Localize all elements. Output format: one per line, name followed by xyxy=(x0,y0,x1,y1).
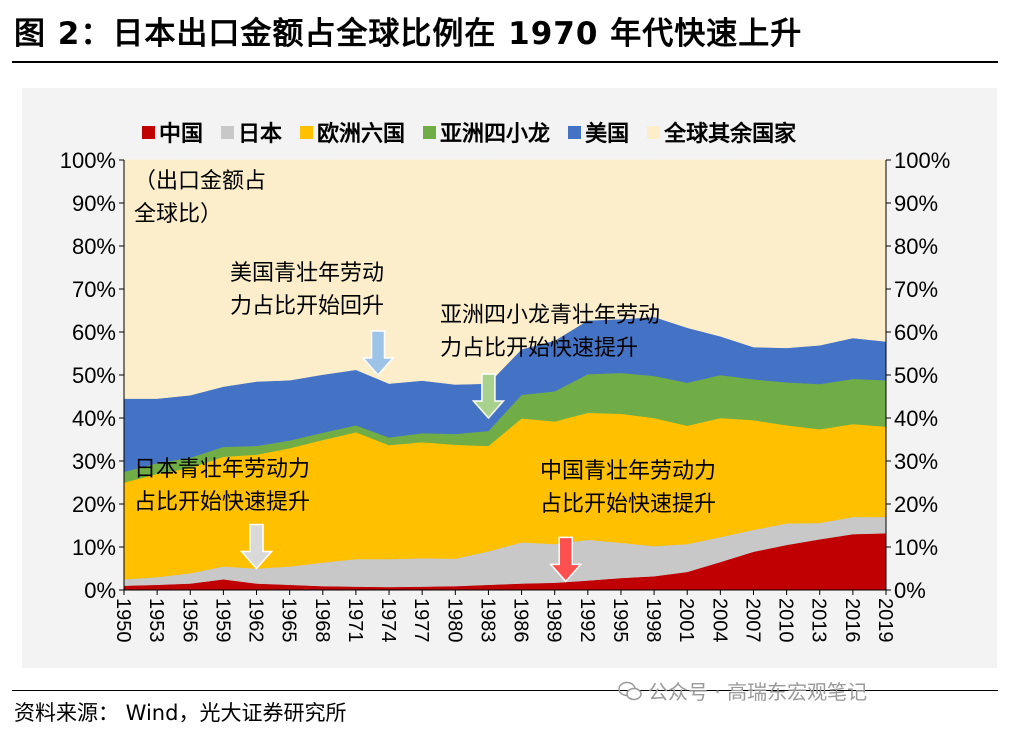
legend-item-2: 欧洲六国 xyxy=(300,116,405,148)
y-tick-label-left: 100% xyxy=(60,148,116,173)
x-tick-label: 2019 xyxy=(874,598,896,643)
y-tick-label-left: 70% xyxy=(72,277,116,302)
x-tick-label: 1992 xyxy=(576,598,598,643)
legend-item-5: 全球其余国家 xyxy=(647,116,796,148)
watermark-text: 公众号 · 高瑞东宏观笔记 xyxy=(648,680,868,704)
x-tick-label: 1998 xyxy=(642,598,664,643)
annotation-text-1: 力占比开始快速提升 xyxy=(440,336,638,361)
annotation-arrow-2 xyxy=(239,523,274,570)
annotation-text-3: 中国青壮年劳动力 xyxy=(540,459,716,484)
axes-group: 0% 0% 10% 10% 20% 20% 30% 30% 40% 40% 50% 50% 60% 60%… xyxy=(60,148,951,643)
x-tick-label: 1962 xyxy=(245,598,267,643)
y-tick-label-left: 80% xyxy=(72,234,116,259)
x-tick-label: 1977 xyxy=(410,598,432,643)
x-tick-label: 2007 xyxy=(741,598,763,643)
chart-legend: 中国 日本 欧洲六国 亚洲四小龙 美国 全球其余国家 xyxy=(142,116,796,148)
x-tick-label: 1995 xyxy=(609,598,631,643)
legend-label: 日本 xyxy=(238,122,283,147)
annotation-text-2: 占比开始快速提升 xyxy=(134,490,310,515)
y-tick-label-right: 40% xyxy=(894,406,938,431)
y-tick-label-right: 60% xyxy=(894,320,938,345)
legend-label: 全球其余国家 xyxy=(664,122,797,147)
y-tick-label-left: 0% xyxy=(84,578,116,603)
x-tick-label: 1980 xyxy=(443,598,465,643)
legend-item-1: 日本 xyxy=(221,116,282,148)
annotation-arrow-1 xyxy=(471,373,506,420)
y-axis-label-line1: （出口金额占 xyxy=(134,169,266,194)
annotation-arrow-3 xyxy=(549,536,583,583)
y-tick-label-right: 30% xyxy=(894,449,938,474)
y-tick-label-right: 10% xyxy=(894,535,938,560)
watermark: 公众号 · 高瑞东宏观笔记 xyxy=(618,676,867,705)
x-tick-label: 2004 xyxy=(708,598,730,643)
title-rule xyxy=(12,61,998,63)
legend-swatch xyxy=(647,125,661,139)
legend-swatch xyxy=(568,125,582,139)
annotation-text-1: 亚洲四小龙青壮年劳动 xyxy=(440,303,660,328)
y-tick-label-left: 10% xyxy=(72,535,116,560)
legend-swatch xyxy=(142,125,155,139)
figure-title: 图 2：日本出口金额占全球比例在 1970 年代快速上升 xyxy=(14,16,803,52)
legend-item-3: 亚洲四小龙 xyxy=(423,116,550,148)
x-tick-label: 1956 xyxy=(178,598,200,643)
y-tick-label-left: 90% xyxy=(72,191,116,216)
x-tick-label: 1986 xyxy=(510,598,532,643)
x-tick-label: 1953 xyxy=(145,598,167,643)
x-tick-label: 1968 xyxy=(311,598,333,643)
wechat-icon xyxy=(618,681,642,700)
y-tick-label-right: 0% xyxy=(894,578,926,603)
y-tick-label-right: 100% xyxy=(894,148,950,173)
y-tick-label-left: 60% xyxy=(72,320,116,345)
x-tick-label: 2016 xyxy=(841,598,863,643)
y-tick-label-left: 40% xyxy=(72,406,116,431)
legend-swatch xyxy=(221,125,235,139)
y-tick-label-right: 80% xyxy=(894,234,938,259)
source-rule xyxy=(12,690,998,691)
y-tick-label-right: 20% xyxy=(894,492,938,517)
source-note: 资料来源： Wind，光大证券研究所 xyxy=(14,701,347,725)
y-tick-label-left: 30% xyxy=(72,449,116,474)
x-tick-label: 1950 xyxy=(112,598,134,643)
annotation-text-0: 力占比开始回升 xyxy=(230,294,384,319)
legend-item-0: 中国 xyxy=(142,116,203,148)
annotation-text-2: 日本青壮年劳动力 xyxy=(134,457,310,482)
area-series-group xyxy=(123,159,887,591)
legend-item-4: 美国 xyxy=(568,116,629,148)
x-tick-label: 1965 xyxy=(278,598,300,643)
x-tick-label: 1974 xyxy=(377,598,399,643)
x-tick-label: 2001 xyxy=(675,598,697,643)
annotation-text-3: 占比开始快速提升 xyxy=(540,492,716,517)
x-tick-label: 1959 xyxy=(211,598,233,643)
annotation-text-0: 美国青壮年劳动 xyxy=(230,261,384,286)
y-tick-label-right: 70% xyxy=(894,277,938,302)
legend-label: 美国 xyxy=(585,122,630,147)
legend-label: 欧洲六国 xyxy=(317,122,406,147)
legend-swatch xyxy=(300,125,314,139)
legend-swatch xyxy=(423,125,437,139)
y-tick-label-left: 50% xyxy=(72,363,116,388)
legend-label: 中国 xyxy=(159,122,204,147)
x-tick-label: 1983 xyxy=(476,598,498,643)
y-tick-label-right: 90% xyxy=(894,191,938,216)
x-tick-label: 2013 xyxy=(808,598,830,643)
y-tick-label-right: 50% xyxy=(894,363,938,388)
legend-label: 亚洲四小龙 xyxy=(440,122,551,147)
annotation-arrow-0 xyxy=(361,330,395,377)
y-axis-label-line2: 全球比） xyxy=(134,202,222,227)
x-tick-label: 1971 xyxy=(344,598,366,643)
x-tick-label: 2010 xyxy=(775,598,797,643)
y-tick-label-left: 20% xyxy=(72,492,116,517)
x-tick-label: 1989 xyxy=(543,598,565,643)
